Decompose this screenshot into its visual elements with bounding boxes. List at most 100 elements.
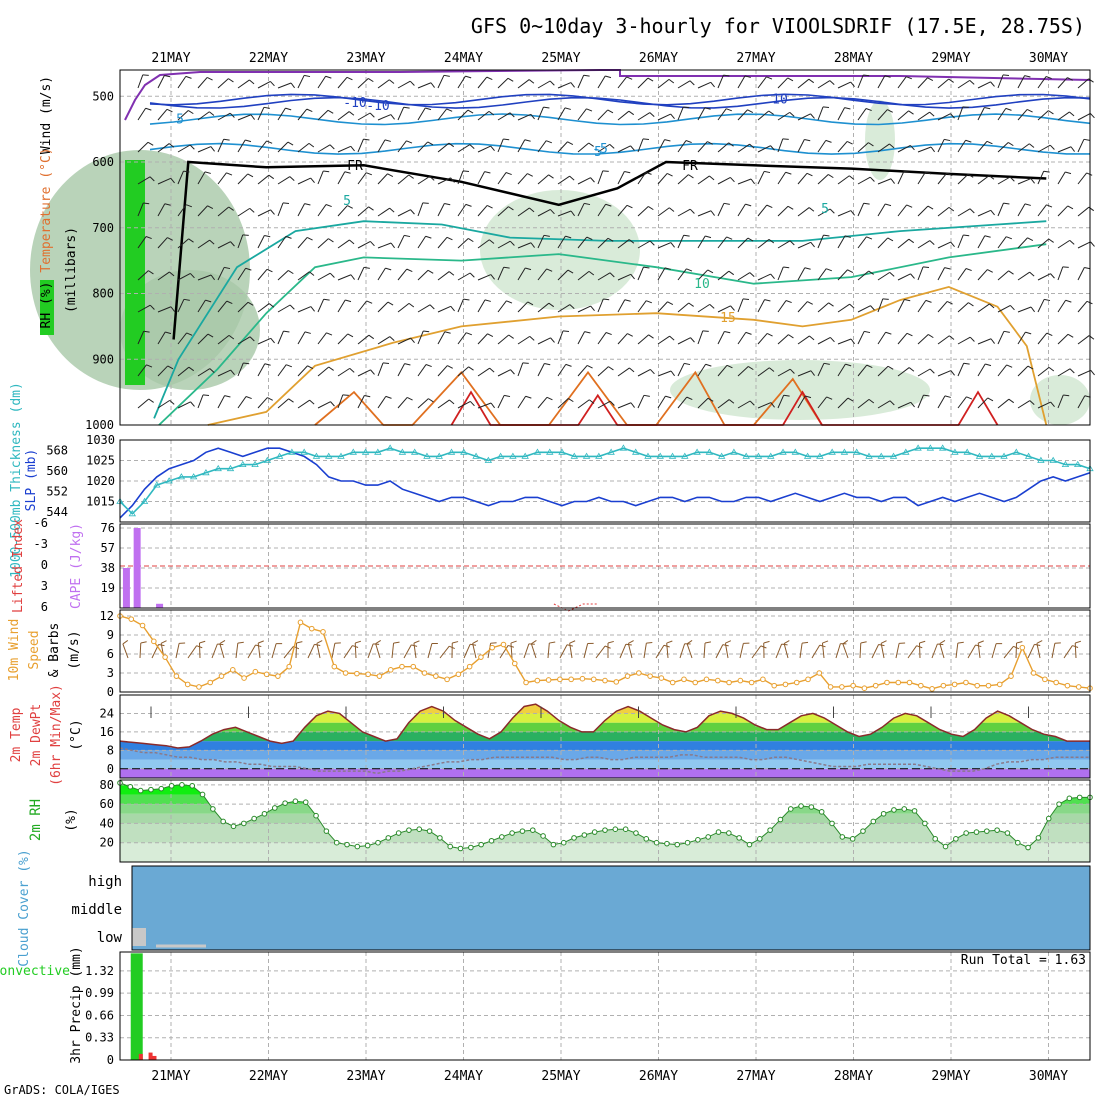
thickness-point bbox=[902, 448, 910, 455]
upper-wind-barb bbox=[677, 234, 690, 249]
thickness-point bbox=[337, 452, 345, 459]
upper-wind-barb-shaft bbox=[477, 402, 492, 409]
upper-wind-barb-shaft bbox=[1077, 267, 1085, 281]
upper-wind-barb-shaft bbox=[517, 301, 529, 313]
upper-wind-barb bbox=[677, 208, 695, 217]
upper-wind-barb-shaft bbox=[177, 110, 189, 121]
surface-wind-barb-shaft bbox=[666, 643, 669, 659]
surface-wind-barb-shaft bbox=[427, 643, 433, 659]
upper-wind-barb-shaft bbox=[397, 80, 411, 89]
upper-wind-barb-shaft bbox=[877, 237, 889, 249]
upper-wind-barb-flag bbox=[849, 175, 855, 180]
upper-wind-barb bbox=[537, 234, 550, 249]
upper-wind-barb-flag bbox=[709, 304, 715, 309]
upper-wind-barb-flag bbox=[1002, 74, 1010, 77]
upper-wind-barb-shaft bbox=[617, 110, 630, 121]
upper-wind-barb bbox=[417, 175, 435, 185]
upper-wind-barb bbox=[237, 362, 250, 377]
upper-wind-barb-shaft bbox=[397, 174, 410, 185]
upper-wind-barb-shaft bbox=[457, 144, 471, 153]
upper-wind-barb-shaft bbox=[217, 267, 225, 281]
upper-wind-barb-flag bbox=[787, 77, 794, 82]
upper-wind-barb bbox=[757, 402, 775, 409]
upper-wind-barb bbox=[897, 76, 913, 89]
upper-wind-barb bbox=[817, 396, 833, 409]
surface-wind-barb-shaft bbox=[547, 643, 550, 659]
rh-point bbox=[447, 843, 454, 850]
upper-wind-barb-shaft bbox=[617, 299, 626, 313]
upper-wind-barb-shaft bbox=[877, 178, 892, 185]
thickness-point bbox=[533, 448, 542, 455]
surface-wind-barb-shaft bbox=[595, 645, 606, 659]
upper-wind-barb-shaft bbox=[257, 107, 265, 121]
surface-wind-barb bbox=[427, 643, 438, 659]
rh-point bbox=[1025, 844, 1031, 851]
upper-wind-barb bbox=[1037, 204, 1053, 217]
upper-wind-barb bbox=[417, 398, 434, 409]
upper-wind-barb-flag bbox=[1027, 237, 1034, 242]
rh-point bbox=[148, 786, 154, 793]
upper-wind-barb-shaft bbox=[177, 366, 190, 377]
upper-air-tick-label: 800 bbox=[92, 287, 114, 301]
upper-wind-barb bbox=[517, 207, 535, 217]
cape-axis-label: CAPE (J/kg) bbox=[69, 523, 84, 609]
wind-speed-point bbox=[850, 682, 856, 689]
upper-wind-barb bbox=[857, 108, 872, 121]
upper-wind-barb bbox=[1077, 206, 1095, 217]
upper-wind-barb-flag bbox=[1088, 78, 1094, 83]
upper-wind-barb bbox=[917, 205, 934, 217]
upper-wind-barb-shaft bbox=[197, 299, 206, 313]
upper-wind-barb-shaft bbox=[357, 369, 371, 377]
upper-wind-barb-flag bbox=[363, 266, 370, 269]
rh-point bbox=[189, 782, 196, 789]
upper-wind-barb-shaft bbox=[377, 79, 390, 89]
surface-wind-barb bbox=[139, 641, 147, 659]
thickness-point bbox=[521, 452, 529, 459]
upper-wind-barb-flag bbox=[887, 237, 894, 242]
upper-wind-barb-flag bbox=[484, 299, 491, 302]
upper-wind-barb-flag bbox=[728, 270, 735, 276]
upper-wind-barb-flag bbox=[908, 367, 915, 372]
rh-point bbox=[746, 841, 753, 848]
bottom-date-label: 24MAY bbox=[444, 1069, 483, 1084]
upper-wind-barb-flag bbox=[850, 81, 855, 88]
rh-units-label: (%) bbox=[64, 808, 79, 831]
upper-wind-barb-flag bbox=[1005, 107, 1012, 111]
upper-wind-barb-flag bbox=[389, 79, 395, 84]
wind-speed-point bbox=[523, 679, 529, 686]
upper-wind-barb-shaft bbox=[497, 267, 505, 281]
upper-wind-barb-shaft bbox=[897, 367, 910, 377]
upper-wind-barb bbox=[337, 274, 355, 281]
upper-wind-barb bbox=[457, 400, 475, 409]
upper-wind-barb-flag bbox=[705, 235, 712, 239]
upper-wind-barb-shaft bbox=[417, 304, 431, 313]
upper-wind-barb-shaft bbox=[977, 303, 990, 313]
upper-wind-barb-shaft bbox=[977, 209, 991, 217]
upper-wind-barb-shaft bbox=[837, 210, 852, 217]
wind-speed-point bbox=[884, 679, 890, 686]
upper-wind-barb-flag bbox=[810, 370, 815, 376]
upper-wind-barb-shaft bbox=[517, 362, 524, 377]
thickness-point bbox=[423, 452, 431, 459]
upper-wind-barb-shaft bbox=[497, 206, 509, 217]
surface-wind-barb-shaft bbox=[307, 644, 315, 659]
upper-wind-barb-flag bbox=[948, 78, 954, 83]
surface-wind-barb-shaft bbox=[283, 646, 294, 659]
upper-wind-barb-shaft bbox=[637, 266, 644, 281]
upper-wind-barb bbox=[797, 301, 813, 313]
upper-wind-barb-shaft bbox=[597, 170, 604, 185]
thickness-point bbox=[398, 448, 407, 455]
upper-wind-barb-shaft bbox=[297, 365, 308, 377]
upper-wind-barb-flag bbox=[686, 268, 693, 272]
surface-wind-barb-flag bbox=[666, 640, 673, 644]
upper-wind-barb-shaft bbox=[637, 206, 649, 217]
upper-wind-barb-flag bbox=[1006, 364, 1013, 368]
upper-wind-barb bbox=[177, 366, 195, 377]
upper-wind-barb bbox=[217, 206, 234, 217]
upper-wind-barb-shaft bbox=[477, 171, 486, 185]
upper-wind-barb-shaft bbox=[617, 367, 630, 377]
upper-wind-barb-shaft bbox=[277, 364, 287, 377]
upper-wind-barb-flag bbox=[245, 267, 252, 271]
upper-wind-barb bbox=[857, 330, 871, 345]
upper-wind-barb bbox=[1017, 271, 1035, 281]
